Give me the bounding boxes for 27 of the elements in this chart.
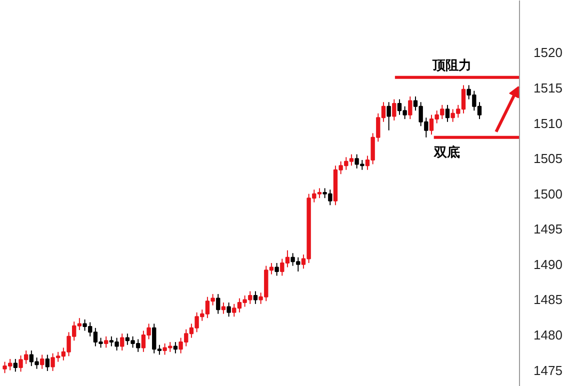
y-tick-label: 1490 [534,256,562,272]
ref-line-label: 双底 [432,144,460,160]
candlestick [221,302,226,314]
y-tick-label: 1520 [534,45,562,60]
y-tick-label: 1485 [534,292,562,308]
candlestick [226,302,231,318]
candlestick [45,354,50,372]
y-tick-label: 1510 [534,116,562,131]
candlestick [274,262,279,276]
candlestick [386,102,391,131]
candlestick [173,342,178,354]
y-tick-label: 1505 [534,151,562,166]
candlestick [445,104,450,122]
y-tick-label: 1515 [534,80,562,96]
candlestick [120,333,124,352]
ref-line-label: 顶阻力 [432,57,472,72]
candlestick [392,98,396,121]
candlestick [40,354,44,370]
y-tick-label: 1480 [534,327,562,342]
candlestick [13,358,18,372]
y-tick-label: 1495 [534,222,562,237]
candlestick [216,294,220,314]
y-tick-label: 1500 [534,186,562,202]
candlestick [253,290,258,304]
candlestick [408,96,412,120]
y-tick-label: 1475 [534,362,562,378]
candlestick [104,336,108,348]
